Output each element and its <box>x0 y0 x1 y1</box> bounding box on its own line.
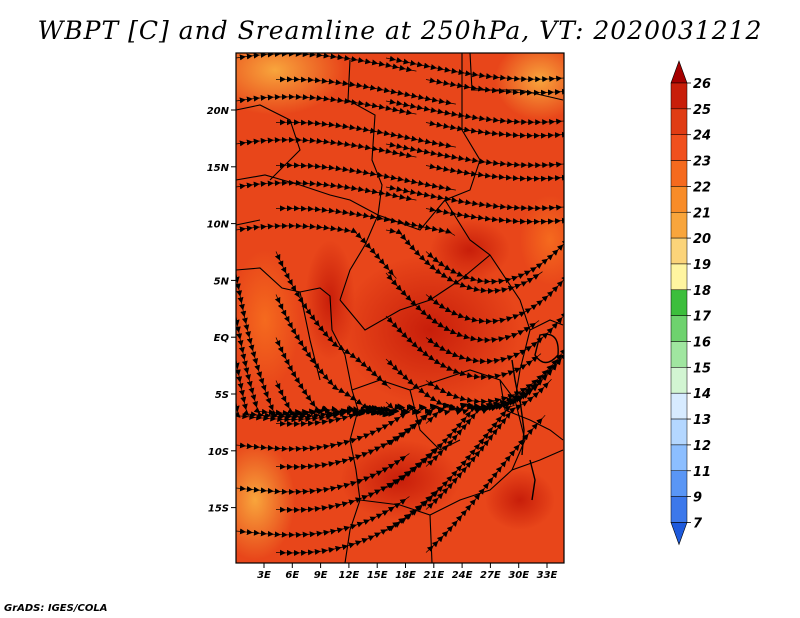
colorbar-label: 19 <box>693 258 711 273</box>
streamline <box>236 179 417 202</box>
colorbar-segment <box>670 418 688 446</box>
streamline <box>275 119 456 149</box>
colorbar-label: 22 <box>693 180 711 195</box>
streamline <box>236 53 417 73</box>
colorbar-segment <box>670 108 688 135</box>
latitude-axis: 20N 15N 10N 5N EQ 5S 10S 15S <box>207 106 236 515</box>
lat-tick-label: 15N <box>207 163 230 174</box>
colorbar-segment <box>670 367 688 394</box>
lon-tick-label: 27E <box>480 570 501 581</box>
lon-tick-label: 24E <box>452 570 473 581</box>
colorbar-label: 25 <box>693 103 711 118</box>
colorbar-label: 20 <box>693 232 711 247</box>
colorbar-label: 16 <box>693 336 711 351</box>
colorbar-label: 21 <box>693 206 711 221</box>
lon-tick-label: 12E <box>339 570 360 581</box>
streamline <box>425 206 564 225</box>
lon-tick-label: 3E <box>257 570 271 581</box>
colorbar-label: 15 <box>693 361 711 376</box>
colorbar-segment <box>670 82 688 110</box>
lon-tick-label: 18E <box>395 570 416 581</box>
colorbar-segment <box>670 134 688 161</box>
colorbar-segment <box>670 160 688 187</box>
streamline <box>275 205 456 236</box>
colorbar-label: 12 <box>693 439 711 454</box>
colorbar-label: 14 <box>693 387 711 402</box>
streamline <box>275 162 456 192</box>
colorbar-segment <box>670 212 688 239</box>
lon-tick-label: 9E <box>314 570 328 581</box>
streamline <box>425 120 564 139</box>
lat-tick-label: 20N <box>207 106 230 117</box>
lon-tick-label: 6E <box>285 570 299 581</box>
colorbar-segment <box>670 186 688 213</box>
streamline <box>275 487 440 556</box>
colorbar-label: 18 <box>693 284 711 299</box>
streamline <box>236 136 417 159</box>
colorbar-label: 17 <box>693 310 712 325</box>
colorbar-segment <box>670 315 688 342</box>
colorbar-label: 23 <box>693 155 711 170</box>
colorbar-segment <box>670 237 688 265</box>
lat-tick-label: 5N <box>214 276 230 287</box>
lon-tick-label: 33E <box>537 570 558 581</box>
grads-credit: GrADS: IGES/COLA <box>4 603 108 614</box>
colorbar-label: 13 <box>693 413 711 428</box>
colorbar-bottom-arrow <box>670 522 688 546</box>
streamlines <box>236 53 564 556</box>
lon-tick-label: 21E <box>423 570 444 581</box>
chart-title: WBPT [C] and Sreamline at 250hPa, VT: 20… <box>37 16 763 45</box>
colorbar-label: 7 <box>693 516 703 531</box>
lat-tick-label: 10S <box>208 447 229 458</box>
longitude-axis: 3E 6E 9E 12E 15E 18E 21E 24E 27E 30E 33E <box>257 563 558 581</box>
colorbar-label: 9 <box>693 491 702 506</box>
colorbar-segment <box>670 341 688 368</box>
streamline <box>236 93 417 116</box>
streamline <box>425 163 564 182</box>
lon-tick-label: 30E <box>508 570 529 581</box>
streamline <box>275 76 456 106</box>
streamline <box>425 77 564 96</box>
colorbar-segment <box>670 496 688 523</box>
colorbar-segment <box>670 289 688 316</box>
lat-tick-label: 15S <box>208 504 229 515</box>
streamline <box>425 414 546 553</box>
lon-tick-label: 15E <box>367 570 388 581</box>
colorbar-segment <box>670 470 688 497</box>
colorbar-top-arrow <box>670 60 688 84</box>
country-borders <box>236 53 564 563</box>
colorbar-label: 11 <box>693 465 711 480</box>
colorbar-label: 24 <box>693 129 711 144</box>
map-frame <box>235 52 565 564</box>
lat-tick-label: 10N <box>207 220 230 231</box>
colorbar-label: 26 <box>693 77 711 92</box>
colorbar-segment <box>670 263 688 291</box>
colorbar-segment <box>670 444 688 471</box>
colorbar-segment <box>670 392 688 420</box>
lat-tick-label: EQ <box>214 333 230 344</box>
lat-tick-label: 5S <box>215 390 229 401</box>
lakes-outline <box>511 333 559 501</box>
